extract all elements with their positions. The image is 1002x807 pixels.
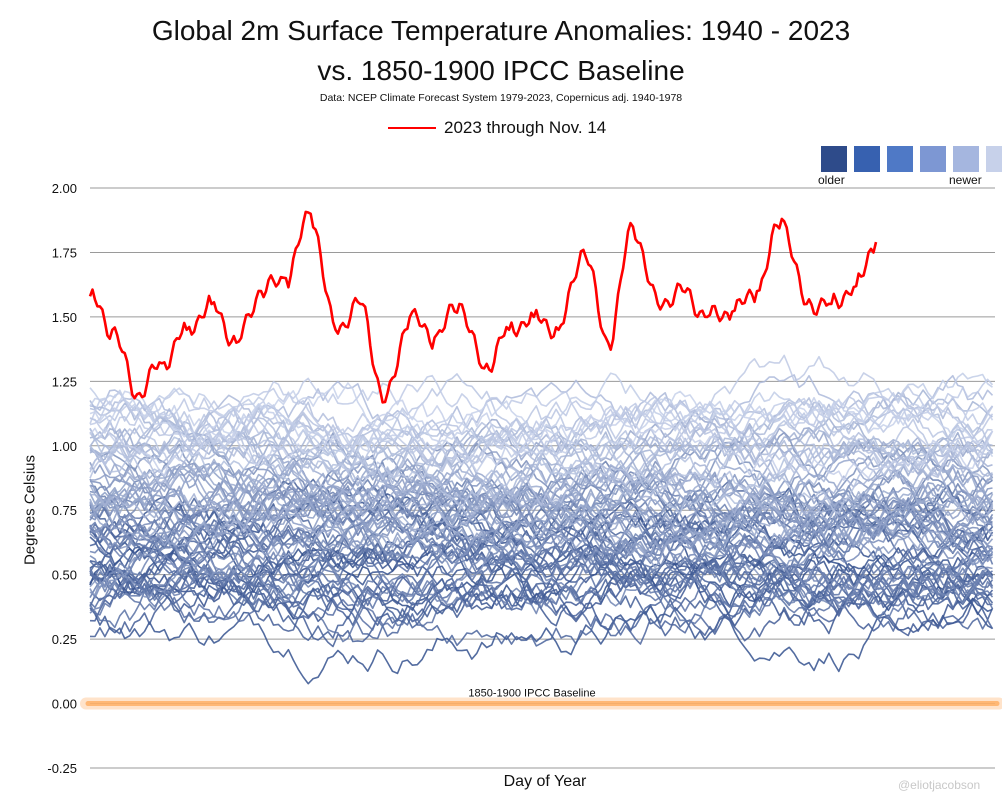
- series-line-1991: [89, 435, 993, 525]
- series-line-2022: [89, 382, 994, 458]
- gradient-swatch: [920, 146, 946, 172]
- series-line-1957: [89, 498, 993, 580]
- y-axis-label-wrapper: Degrees Celsius: [20, 440, 40, 580]
- series-line-2014: [89, 400, 994, 490]
- y-tick-label: 1.00: [52, 439, 77, 454]
- series-line-2023: [88, 210, 878, 404]
- series-line-1983: [89, 517, 994, 599]
- legend-label-2023: 2023 through Nov. 14: [444, 118, 607, 137]
- series-line-1997: [89, 463, 993, 548]
- y-tick-label: 1.50: [52, 310, 77, 325]
- y-tick-label: 0.50: [52, 568, 77, 583]
- series-line-1966: [89, 523, 994, 606]
- y-tick-label: 1.25: [52, 374, 77, 389]
- series-line-1994: [89, 491, 994, 560]
- y-tick-label: 0.75: [52, 503, 77, 518]
- legend-newer-label: newer: [949, 173, 982, 187]
- y-tick-label: 1.75: [52, 245, 77, 260]
- credit-watermark: @eliotjacobson: [898, 778, 981, 792]
- series-line-1976: [89, 523, 994, 609]
- chart-title: Global 2m Surface Temperature Anomalies:…: [151, 15, 851, 46]
- series-line-1999: [89, 458, 994, 519]
- series-line-2021: [89, 399, 994, 482]
- series-line-1945: [89, 536, 994, 618]
- year-gradient-legend: [821, 146, 1002, 172]
- series-line-1969: [89, 513, 994, 606]
- legend-swatch-2023: [388, 127, 436, 129]
- series-line-2017: [89, 354, 994, 464]
- series-line-2018: [89, 374, 994, 427]
- series-line-1988: [89, 478, 993, 547]
- annotations: 1850-1900 IPCC Baseline: [468, 688, 595, 700]
- series-line-1995: [89, 409, 994, 509]
- gradient-swatch: [986, 146, 1002, 172]
- chart-title-line2: vs. 1850-1900 IPCC Baseline: [317, 55, 685, 86]
- series-line-1944: [89, 590, 993, 685]
- series-line-1972: [89, 538, 994, 615]
- series-line-2001: [89, 414, 993, 490]
- y-tick-label: 0.25: [52, 632, 77, 647]
- gradient-swatch: [854, 146, 880, 172]
- background-series: [89, 354, 994, 685]
- gradient-swatch: [887, 146, 913, 172]
- series-line-1986: [89, 513, 993, 603]
- chart-subtitle: Data: NCEP Climate Forecast System 1979-…: [319, 92, 683, 104]
- series-line-2011: [89, 423, 994, 515]
- y-tick-label: 0.00: [52, 697, 77, 712]
- gradient-swatch: [953, 146, 979, 172]
- y-axis-ticks: 2.00 1.75 1.50 1.25 1.00 0.75 0.50 0.25 0.00 -0.2…: [47, 181, 77, 776]
- legend-older-label: older: [818, 173, 845, 187]
- series-line-1952: [89, 563, 994, 641]
- highlight-series-2023: [88, 210, 878, 404]
- baseline-label: 1850-1900 IPCC Baseline: [468, 688, 595, 700]
- legend: 2023 through Nov. 14: [388, 116, 606, 140]
- series-line-2010: [89, 401, 994, 506]
- series-line-2019: [89, 372, 993, 461]
- series-line-1979: [89, 520, 994, 599]
- y-tick-label: -0.25: [47, 761, 77, 776]
- gradient-swatch: [821, 146, 847, 172]
- y-tick-label: 2.00: [52, 181, 77, 196]
- y-axis-label: Degrees Celsius: [21, 454, 39, 566]
- x-axis-label: Day of Year: [503, 773, 587, 790]
